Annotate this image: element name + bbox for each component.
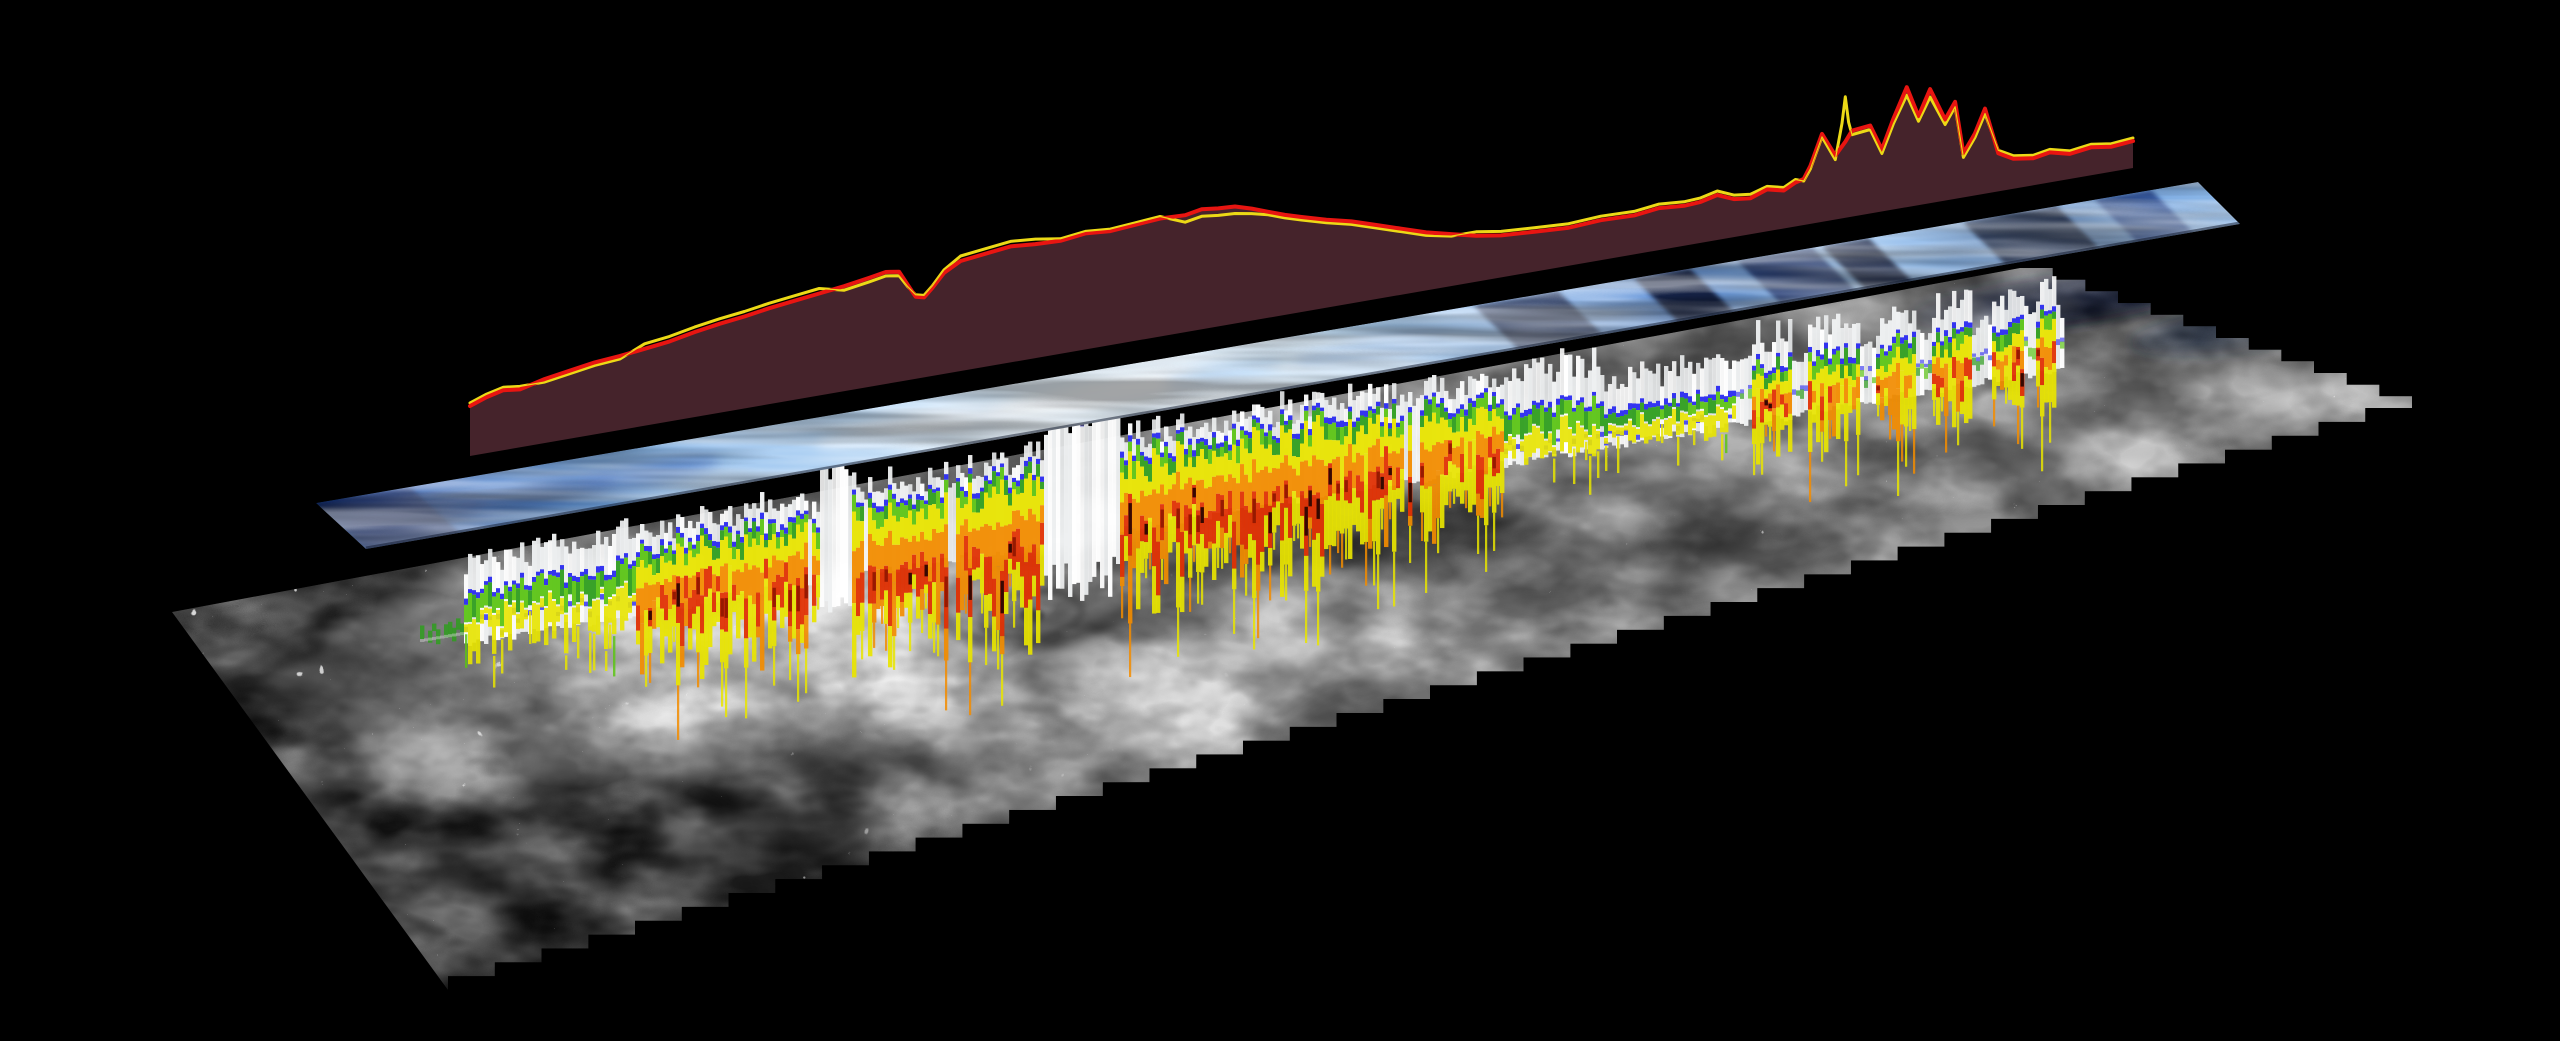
profile-chart-layer [468, 85, 2135, 456]
radar-curtain-layer [420, 276, 2065, 740]
